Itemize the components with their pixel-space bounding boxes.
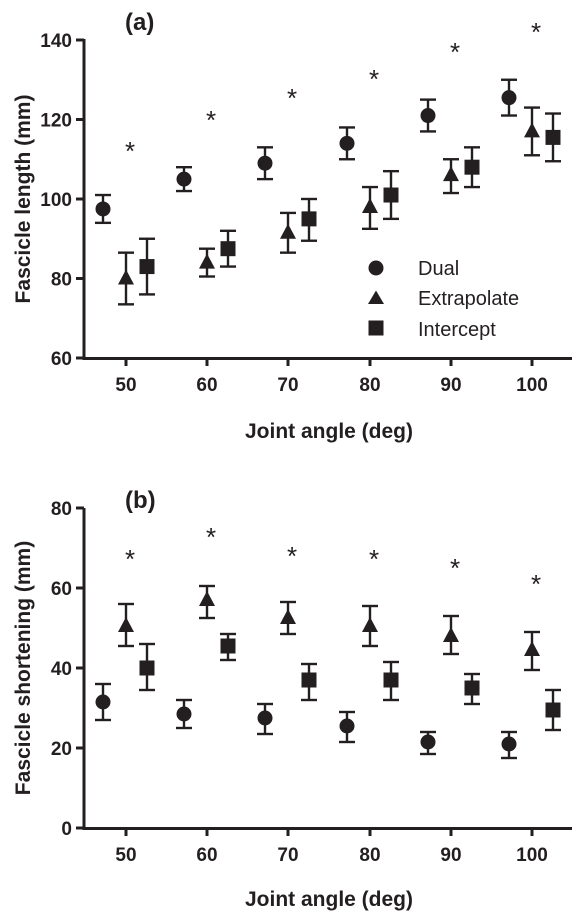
extrapolate-point	[118, 617, 134, 632]
significance-star: *	[450, 37, 460, 67]
intercept-point	[464, 159, 480, 175]
intercept-point	[301, 672, 317, 688]
dual-point	[95, 694, 111, 710]
extrapolate-point	[118, 269, 134, 285]
x-tick-label: 70	[277, 375, 298, 396]
x-tick-label: 60	[196, 845, 217, 866]
x-tick-label: 80	[359, 375, 380, 396]
y-ticks: 0 20 40 60 80	[51, 499, 84, 840]
legend-dual-label: Dual	[418, 258, 459, 280]
significance-stars: * * * * * *	[125, 522, 541, 599]
intercept-point	[220, 241, 236, 257]
x-tick-label: 90	[440, 375, 461, 396]
extrapolate-point	[443, 627, 459, 642]
y-tick-label: 120	[40, 111, 72, 132]
x-ticks: 50 60 70 80 90 100	[115, 828, 548, 866]
intercept-point	[383, 187, 399, 203]
intercept-point	[139, 660, 155, 676]
significance-star: *	[531, 17, 541, 47]
y-tick-label: 40	[51, 659, 72, 680]
legend-extrapolate-marker	[368, 290, 384, 304]
significance-star: *	[125, 544, 135, 574]
dual-point	[257, 155, 273, 171]
legend-dual-marker	[368, 260, 384, 276]
significance-star: *	[531, 569, 541, 599]
dual-point	[420, 734, 436, 750]
significance-stars: * * * * * *	[125, 17, 541, 166]
significance-star: *	[206, 105, 216, 135]
dual-point	[420, 108, 436, 124]
x-tick-label: 60	[196, 375, 217, 396]
extrapolate-point	[524, 122, 540, 138]
legend: Dual Extrapolate Intercept	[368, 258, 519, 341]
x-tick-label: 50	[115, 375, 136, 396]
intercept-point	[464, 680, 480, 696]
intercept-point	[139, 259, 155, 275]
significance-star: *	[369, 64, 379, 94]
y-ticks: 60 80 100 120 140	[40, 31, 84, 370]
extrapolate-point	[280, 609, 296, 624]
extrapolate-point	[443, 166, 459, 182]
intercept-point	[383, 672, 399, 688]
legend-intercept-marker	[368, 320, 384, 336]
data-marks	[95, 584, 561, 760]
extrapolate-point	[524, 641, 540, 656]
y-tick-label: 140	[40, 31, 72, 52]
y-tick-label: 80	[51, 499, 72, 520]
intercept-point	[301, 211, 317, 227]
y-tick-label: 20	[51, 739, 72, 760]
panel-label: (a)	[125, 9, 154, 36]
extrapolate-point	[362, 197, 378, 213]
x-tick-label: 50	[115, 845, 136, 866]
significance-star: *	[206, 522, 216, 552]
dual-point	[176, 171, 192, 187]
y-axis-title: Fascicle length (mm)	[12, 95, 35, 304]
extrapolate-point	[362, 617, 378, 632]
dual-point	[176, 706, 192, 722]
extrapolate-point	[280, 223, 296, 239]
x-tick-label: 90	[440, 845, 461, 866]
x-ticks: 50 60 70 80 90 100	[115, 358, 548, 396]
dual-point	[257, 710, 273, 726]
intercept-point	[545, 129, 561, 145]
panel-a: (a) Joint angle (deg) Fascicle length (m…	[12, 9, 572, 443]
x-axis-title: Joint angle (deg)	[245, 888, 413, 911]
data-marks	[95, 78, 561, 306]
intercept-point	[220, 638, 236, 654]
y-tick-label: 80	[51, 270, 72, 291]
y-tick-label: 60	[51, 579, 72, 600]
x-tick-label: 80	[359, 845, 380, 866]
significance-star: *	[369, 544, 379, 574]
significance-star: *	[287, 541, 297, 571]
legend-intercept-label: Intercept	[418, 319, 496, 341]
extrapolate-point	[199, 591, 215, 606]
significance-star: *	[287, 83, 297, 113]
legend-extrapolate-label: Extrapolate	[418, 288, 519, 310]
dual-point	[339, 135, 355, 151]
significance-star: *	[125, 136, 135, 166]
x-axis-title: Joint angle (deg)	[245, 420, 413, 443]
y-tick-label: 60	[51, 349, 72, 370]
panel-b: (b) Joint angle (deg) Fascicle shortenin…	[12, 487, 572, 911]
significance-star: *	[450, 553, 460, 583]
dual-point	[501, 90, 517, 106]
y-axis-title: Fascicle shortening (mm)	[12, 541, 35, 795]
x-tick-label: 100	[516, 845, 548, 866]
intercept-point	[545, 702, 561, 718]
x-tick-label: 100	[516, 375, 548, 396]
dual-point	[501, 736, 517, 752]
extrapolate-point	[199, 253, 215, 269]
panel-label: (b)	[125, 487, 156, 514]
dual-point	[95, 201, 111, 217]
y-tick-label: 0	[61, 819, 72, 840]
x-tick-label: 70	[277, 845, 298, 866]
y-tick-label: 100	[40, 190, 72, 211]
dual-point	[339, 718, 355, 734]
